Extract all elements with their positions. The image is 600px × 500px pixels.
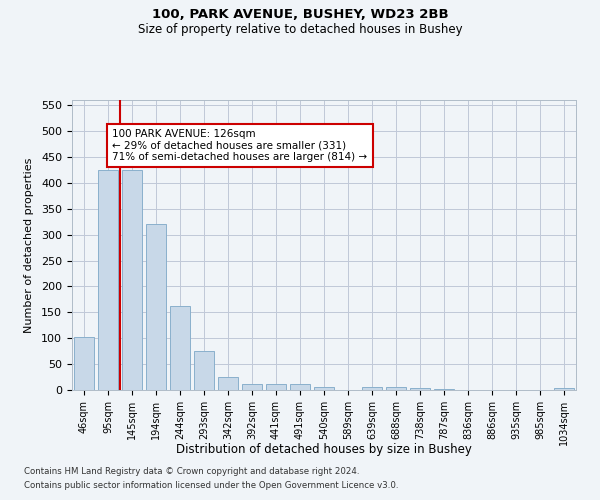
Bar (290, 384, 310, 390)
Bar (74, 336, 94, 390)
Bar (386, 388, 406, 390)
Text: 100 PARK AVENUE: 126sqm
← 29% of detached houses are smaller (331)
71% of semi-d: 100 PARK AVENUE: 126sqm ← 29% of detache… (112, 129, 367, 162)
Bar (362, 388, 382, 390)
Bar (218, 377, 238, 390)
Bar (146, 224, 166, 390)
Bar (314, 387, 334, 390)
Bar (266, 384, 286, 390)
Bar (170, 306, 190, 390)
Bar (122, 170, 142, 390)
Text: 100, PARK AVENUE, BUSHEY, WD23 2BB: 100, PARK AVENUE, BUSHEY, WD23 2BB (152, 8, 448, 20)
Text: Distribution of detached houses by size in Bushey: Distribution of detached houses by size … (176, 442, 472, 456)
Bar (98, 170, 118, 390)
Y-axis label: Number of detached properties: Number of detached properties (24, 158, 34, 332)
Bar (410, 388, 430, 390)
Text: Contains HM Land Registry data © Crown copyright and database right 2024.: Contains HM Land Registry data © Crown c… (24, 467, 359, 476)
Text: Contains public sector information licensed under the Open Government Licence v3: Contains public sector information licen… (24, 481, 398, 490)
Bar (242, 384, 262, 390)
Bar (194, 351, 214, 390)
Bar (554, 388, 574, 390)
Text: Size of property relative to detached houses in Bushey: Size of property relative to detached ho… (137, 22, 463, 36)
